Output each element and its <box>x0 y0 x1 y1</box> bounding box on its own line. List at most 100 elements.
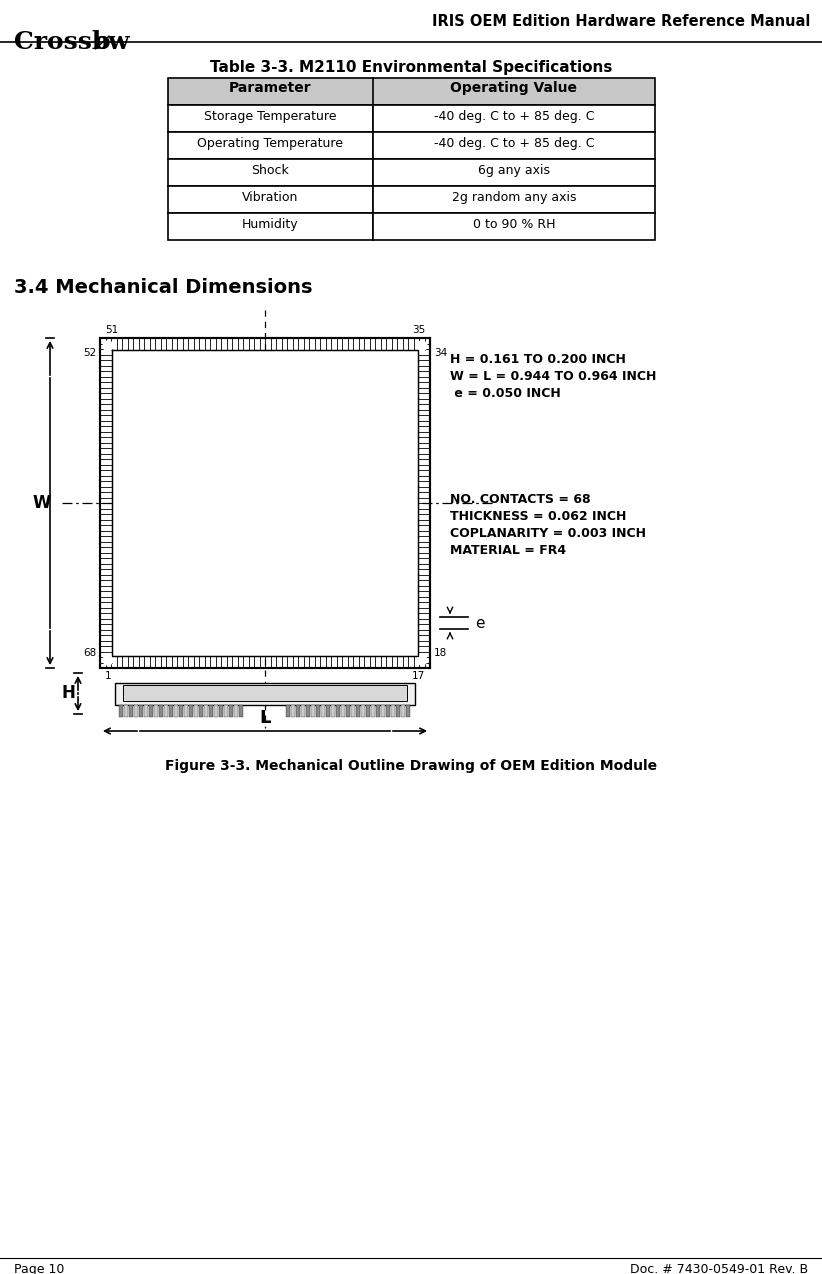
Bar <box>351 705 355 717</box>
Circle shape <box>417 655 427 665</box>
Text: Storage Temperature: Storage Temperature <box>204 110 336 124</box>
Text: 18: 18 <box>434 648 447 657</box>
Bar <box>234 705 238 717</box>
Bar <box>239 705 242 717</box>
Bar <box>168 186 372 213</box>
Bar <box>341 705 344 717</box>
Text: MATERIAL = FR4: MATERIAL = FR4 <box>450 544 566 557</box>
Text: 6g any axis: 6g any axis <box>478 164 550 177</box>
Text: Parameter: Parameter <box>229 82 312 96</box>
Bar <box>199 705 203 717</box>
Bar <box>168 78 655 104</box>
Bar <box>229 705 233 717</box>
Bar <box>376 705 380 717</box>
Bar <box>100 338 430 668</box>
Circle shape <box>417 340 427 352</box>
Text: e = 0.050 INCH: e = 0.050 INCH <box>450 387 561 400</box>
Circle shape <box>103 655 113 665</box>
Text: W: W <box>33 494 51 512</box>
Bar <box>311 705 315 717</box>
Bar <box>291 705 295 717</box>
Text: Operating Temperature: Operating Temperature <box>197 138 344 150</box>
Bar <box>139 705 143 717</box>
Bar <box>168 159 372 186</box>
Text: H: H <box>61 684 75 702</box>
Text: 0 to 90 % RH: 0 to 90 % RH <box>473 218 555 231</box>
Text: w: w <box>107 31 128 54</box>
Bar <box>396 705 399 717</box>
Bar <box>361 705 365 717</box>
Text: Operating Value: Operating Value <box>450 82 577 96</box>
Bar <box>306 705 310 717</box>
Text: Page 10: Page 10 <box>14 1263 64 1274</box>
Bar <box>372 132 655 159</box>
Text: 35: 35 <box>412 325 425 335</box>
Text: Doc. # 7430-0549-01 Rev. B: Doc. # 7430-0549-01 Rev. B <box>630 1263 808 1274</box>
Bar <box>316 705 320 717</box>
Bar <box>134 705 138 717</box>
Bar <box>326 705 330 717</box>
Text: 52: 52 <box>83 348 96 358</box>
Bar <box>189 705 193 717</box>
Text: Humidity: Humidity <box>242 218 298 231</box>
Bar <box>391 705 395 717</box>
Bar <box>214 705 218 717</box>
Bar <box>321 705 325 717</box>
Text: Shock: Shock <box>252 164 289 177</box>
Text: e: e <box>475 615 484 631</box>
Bar <box>184 705 187 717</box>
Bar <box>381 705 385 717</box>
Bar <box>209 705 213 717</box>
Text: 1: 1 <box>105 671 112 682</box>
Text: W = L = 0.944 TO 0.964 INCH: W = L = 0.944 TO 0.964 INCH <box>450 369 657 383</box>
Circle shape <box>103 340 113 352</box>
Text: Vibration: Vibration <box>242 191 298 204</box>
Bar <box>301 705 305 717</box>
Bar <box>219 705 223 717</box>
Bar <box>366 705 370 717</box>
Bar <box>371 705 375 717</box>
Text: 3.4 Mechanical Dimensions: 3.4 Mechanical Dimensions <box>14 278 312 297</box>
Text: Figure 3-3. Mechanical Outline Drawing of OEM Edition Module: Figure 3-3. Mechanical Outline Drawing o… <box>165 759 657 773</box>
Bar <box>168 213 372 240</box>
Bar <box>168 104 372 132</box>
Bar <box>149 705 153 717</box>
Bar <box>296 705 300 717</box>
Bar <box>194 705 198 717</box>
Bar <box>346 705 350 717</box>
Text: Crossb: Crossb <box>14 31 109 54</box>
Text: NO. CONTACTS = 68: NO. CONTACTS = 68 <box>450 493 591 506</box>
Text: 2g random any axis: 2g random any axis <box>451 191 576 204</box>
Text: 68: 68 <box>83 648 96 657</box>
Bar <box>168 132 372 159</box>
Text: 17: 17 <box>412 671 425 682</box>
Text: L: L <box>259 710 270 727</box>
Bar <box>112 350 418 656</box>
Bar <box>401 705 404 717</box>
Text: H = 0.161 TO 0.200 INCH: H = 0.161 TO 0.200 INCH <box>450 353 626 366</box>
Text: 51: 51 <box>105 325 118 335</box>
Text: ø: ø <box>93 31 109 54</box>
Bar <box>115 683 415 705</box>
Bar <box>119 705 122 717</box>
Bar <box>169 705 173 717</box>
Text: Table 3-3. M2110 Environmental Specifications: Table 3-3. M2110 Environmental Specifica… <box>210 60 612 75</box>
Bar <box>164 705 168 717</box>
Text: -40 deg. C to + 85 deg. C: -40 deg. C to + 85 deg. C <box>433 110 594 124</box>
Bar <box>179 705 182 717</box>
Bar <box>406 705 410 717</box>
Bar <box>174 705 178 717</box>
Text: -40 deg. C to + 85 deg. C: -40 deg. C to + 85 deg. C <box>433 138 594 150</box>
Bar <box>154 705 158 717</box>
Bar <box>224 705 228 717</box>
Text: 34: 34 <box>434 348 447 358</box>
Bar <box>286 705 290 717</box>
Bar <box>331 705 335 717</box>
Bar <box>372 213 655 240</box>
Bar <box>356 705 360 717</box>
Bar <box>124 705 127 717</box>
Bar <box>336 705 339 717</box>
Bar <box>159 705 163 717</box>
Bar <box>372 186 655 213</box>
Text: IRIS OEM Edition Hardware Reference Manual: IRIS OEM Edition Hardware Reference Manu… <box>432 14 810 29</box>
